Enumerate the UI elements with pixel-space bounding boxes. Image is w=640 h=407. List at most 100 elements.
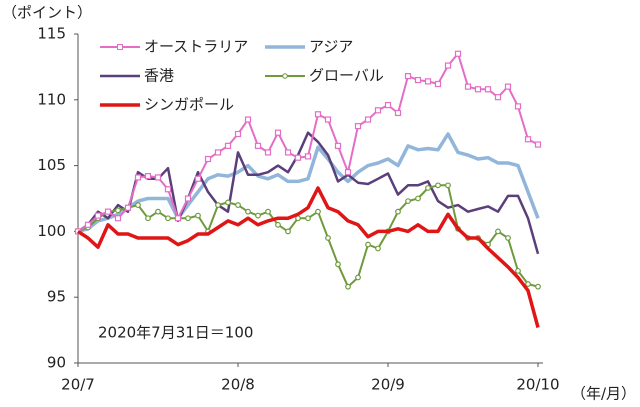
point-marker	[264, 149, 272, 156]
point-marker	[364, 116, 372, 123]
point-marker	[145, 215, 151, 222]
point-marker	[334, 142, 342, 149]
point-marker	[474, 86, 482, 93]
legend-label: 香港	[144, 67, 174, 85]
point-marker	[354, 123, 362, 130]
point-marker	[165, 215, 171, 222]
point-marker	[325, 235, 331, 241]
legend-label: オーストラリア	[144, 38, 248, 56]
point-marker	[335, 261, 341, 268]
y-tick-label: 110	[37, 90, 66, 108]
point-marker	[444, 62, 452, 69]
point-marker	[204, 155, 212, 163]
point-marker	[314, 111, 322, 118]
y-tick-label: 100	[37, 222, 66, 240]
point-marker	[235, 202, 241, 208]
point-marker	[305, 215, 311, 222]
legend-label: グローバル	[309, 67, 384, 85]
legend-marker	[117, 44, 123, 50]
point-marker	[174, 215, 182, 222]
point-marker	[375, 245, 381, 252]
y-tick-label: 115	[37, 25, 66, 43]
point-marker	[534, 141, 542, 148]
point-marker	[245, 208, 251, 215]
point-marker	[365, 241, 371, 248]
point-marker	[115, 207, 121, 214]
point-marker	[345, 283, 351, 290]
point-marker	[355, 274, 361, 281]
point-marker	[374, 107, 382, 114]
point-marker	[275, 221, 281, 228]
series-line	[77, 186, 540, 328]
point-marker	[454, 50, 462, 57]
point-marker	[505, 235, 511, 241]
point-marker	[464, 83, 472, 90]
point-marker	[535, 283, 541, 290]
point-marker	[265, 208, 271, 215]
point-marker	[324, 116, 332, 123]
point-marker	[124, 204, 132, 211]
point-marker	[495, 228, 501, 235]
point-marker	[104, 208, 112, 215]
point-marker	[135, 202, 141, 208]
point-marker	[94, 212, 102, 219]
series-line	[77, 132, 540, 234]
point-marker	[294, 154, 302, 161]
point-marker	[384, 101, 392, 109]
point-marker	[234, 130, 242, 138]
point-marker	[84, 221, 92, 228]
legend-label: シンガポール	[144, 96, 234, 114]
point-marker	[494, 94, 502, 101]
point-marker	[155, 208, 161, 215]
point-marker	[304, 153, 312, 160]
series-line	[77, 131, 540, 255]
point-marker	[224, 142, 232, 149]
point-marker	[424, 78, 432, 85]
point-marker	[515, 267, 521, 274]
point-marker	[215, 202, 221, 208]
x-axis-label: （年/月）	[571, 385, 636, 403]
point-marker	[425, 185, 431, 191]
point-marker	[194, 175, 202, 182]
point-marker	[344, 169, 352, 176]
point-marker	[254, 142, 262, 149]
point-marker	[445, 182, 451, 189]
point-marker	[134, 174, 142, 181]
legend-label: アジア	[309, 38, 353, 56]
point-marker	[274, 129, 282, 136]
point-marker	[405, 198, 411, 205]
point-marker	[284, 149, 292, 156]
point-marker	[514, 103, 522, 110]
point-marker	[285, 228, 291, 235]
y-axis-label: （ポイント）	[2, 4, 92, 22]
point-marker	[144, 173, 152, 180]
point-marker	[225, 199, 231, 206]
point-marker	[524, 136, 532, 143]
point-marker	[164, 186, 172, 193]
point-marker	[154, 174, 162, 181]
annotation: 2020年7月31日＝100	[98, 324, 253, 342]
x-tick-label: 20/7	[61, 376, 95, 394]
point-marker	[315, 208, 321, 215]
point-marker	[434, 80, 442, 88]
point-marker	[255, 212, 261, 219]
y-tick-label: 95	[47, 288, 66, 306]
point-marker	[415, 195, 421, 202]
point-marker	[394, 109, 402, 117]
point-marker	[525, 281, 531, 287]
point-marker	[395, 208, 401, 215]
point-marker	[404, 73, 412, 80]
point-marker	[504, 83, 512, 90]
point-marker	[435, 182, 441, 189]
y-tick-label: 90	[47, 354, 66, 372]
x-tick-label: 20/8	[221, 376, 255, 394]
y-tick-label: 105	[37, 156, 66, 174]
x-tick-label: 20/10	[516, 376, 559, 394]
x-tick-label: 20/9	[371, 376, 405, 394]
point-marker	[414, 76, 422, 84]
point-marker	[244, 116, 252, 123]
point-marker	[214, 149, 222, 156]
point-marker	[195, 212, 201, 219]
point-marker	[114, 215, 122, 222]
